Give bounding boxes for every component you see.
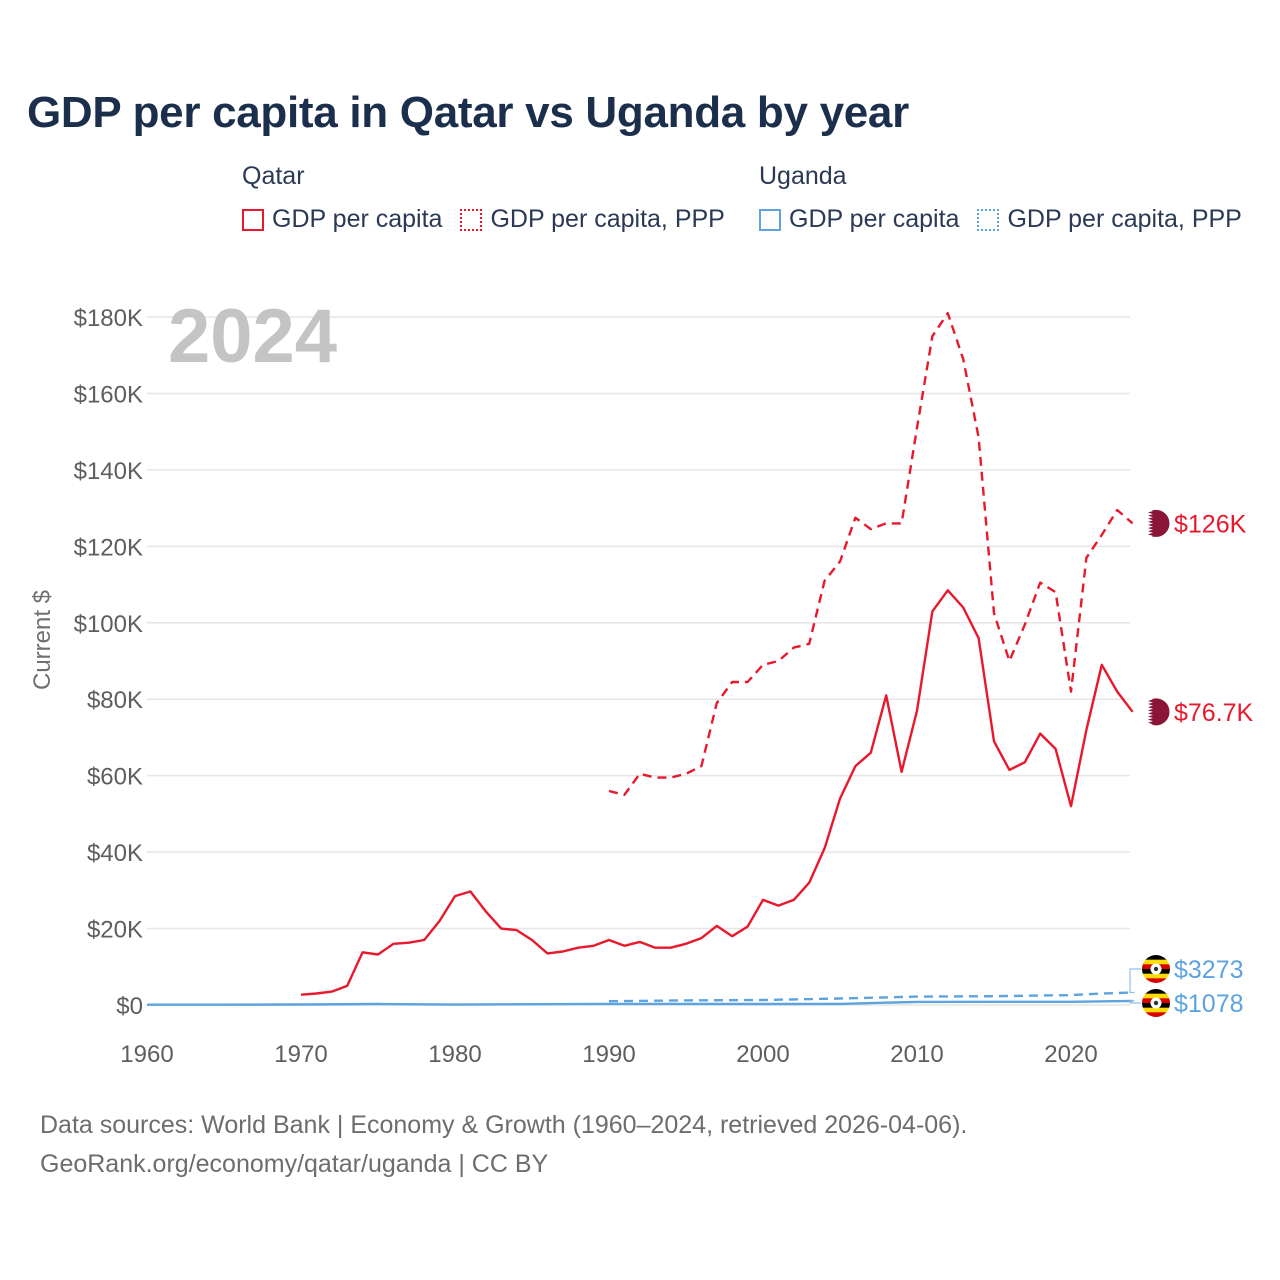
y-tick-label: $160K: [74, 381, 143, 408]
y-tick-label: $120K: [74, 534, 143, 561]
legend-uganda-gdp[interactable]: GDP per capita: [759, 205, 959, 234]
end-label-leader: [1129, 1000, 1141, 1004]
y-axis-label: Current $: [29, 590, 56, 690]
y-tick-label: $80K: [87, 687, 143, 714]
x-tick-label: 1960: [120, 1041, 173, 1068]
x-tick-label: 2010: [890, 1041, 943, 1068]
chart-plot: $0 $20K $40K $60K $80K $100K $120K $140K $160K $1…: [29, 294, 1254, 1068]
series-line-qatar-gdp-per-capita[interactable]: [300, 589, 1134, 996]
end-value-label: $1078: [1174, 990, 1244, 1018]
end-markers: $126K $76.7K $3273 $1078: [1129, 508, 1254, 1018]
y-tick-label: $60K: [87, 764, 143, 791]
y-tick-label: $0: [116, 993, 143, 1020]
x-tick-label: 1980: [428, 1041, 481, 1068]
footer-link[interactable]: GeoRank.org/economy/qatar/uganda | CC BY: [40, 1150, 549, 1178]
x-axis: 1960 1970 1980 1990 2000 2010 2020: [120, 1041, 1097, 1068]
qatar-flag-icon: [1141, 508, 1171, 538]
end-value-label: $3273: [1174, 956, 1244, 984]
footer-sources: Data sources: World Bank | Economy & Gro…: [40, 1111, 968, 1139]
series-lines: [147, 312, 1134, 1006]
legend-uganda-ppp-label: GDP per capita, PPP: [1007, 205, 1242, 233]
uganda-flag-icon: [1142, 955, 1170, 983]
uganda-flag-icon: [1142, 989, 1170, 1017]
legend-swatch-qatar-ppp: [460, 208, 483, 231]
series-line-qatar-gdp-per-capita-ppp[interactable]: [608, 312, 1134, 796]
legend-uganda-country: Uganda: [759, 162, 847, 190]
footer: Data sources: World Bank | Economy & Gro…: [40, 1106, 967, 1184]
legend-swatch-qatar-gdp: [242, 208, 264, 231]
year-label: 2024: [168, 294, 337, 379]
y-tick-label: $140K: [74, 458, 143, 485]
legend-qatar-gdp[interactable]: GDP per capita: [242, 205, 442, 234]
series-line-uganda-gdp-per-capita[interactable]: [147, 999, 1133, 1006]
end-label-leader: [1129, 968, 1141, 994]
legend-qatar-ppp-label: GDP per capita, PPP: [490, 205, 725, 233]
end-value-label: $76.7K: [1174, 699, 1254, 727]
qatar-flag-icon: [1141, 697, 1171, 727]
legend-qatar: Qatar GDP per capita GDP per capita, PPP: [242, 162, 743, 234]
y-axis: $0 $20K $40K $60K $80K $100K $120K $140K $160K $1…: [74, 305, 143, 1020]
legend-swatch-uganda-gdp: [759, 208, 781, 231]
legend-uganda-gdp-label: GDP per capita: [789, 205, 960, 233]
legend-uganda: Uganda GDP per capita GDP per capita, PP…: [759, 162, 1260, 234]
legend-qatar-gdp-label: GDP per capita: [272, 205, 443, 233]
series-line-uganda-gdp-per-capita-ppp[interactable]: [608, 991, 1133, 1003]
y-tick-label: $100K: [74, 611, 143, 638]
x-tick-label: 2020: [1044, 1041, 1097, 1068]
legend-qatar-country: Qatar: [242, 162, 305, 190]
y-tick-label: $180K: [74, 305, 143, 332]
y-tick-label: $20K: [87, 917, 143, 944]
end-value-label: $126K: [1174, 510, 1247, 538]
legend-qatar-ppp[interactable]: GDP per capita, PPP: [460, 205, 725, 234]
x-tick-label: 1990: [582, 1041, 635, 1068]
legend-swatch-uganda-ppp: [977, 208, 1000, 231]
x-tick-label: 1970: [274, 1041, 327, 1068]
legend-uganda-ppp[interactable]: GDP per capita, PPP: [977, 205, 1242, 234]
chart-title: GDP per capita in Qatar vs Uganda by yea…: [27, 88, 909, 137]
y-tick-label: $40K: [87, 840, 143, 867]
x-tick-label: 2000: [736, 1041, 789, 1068]
